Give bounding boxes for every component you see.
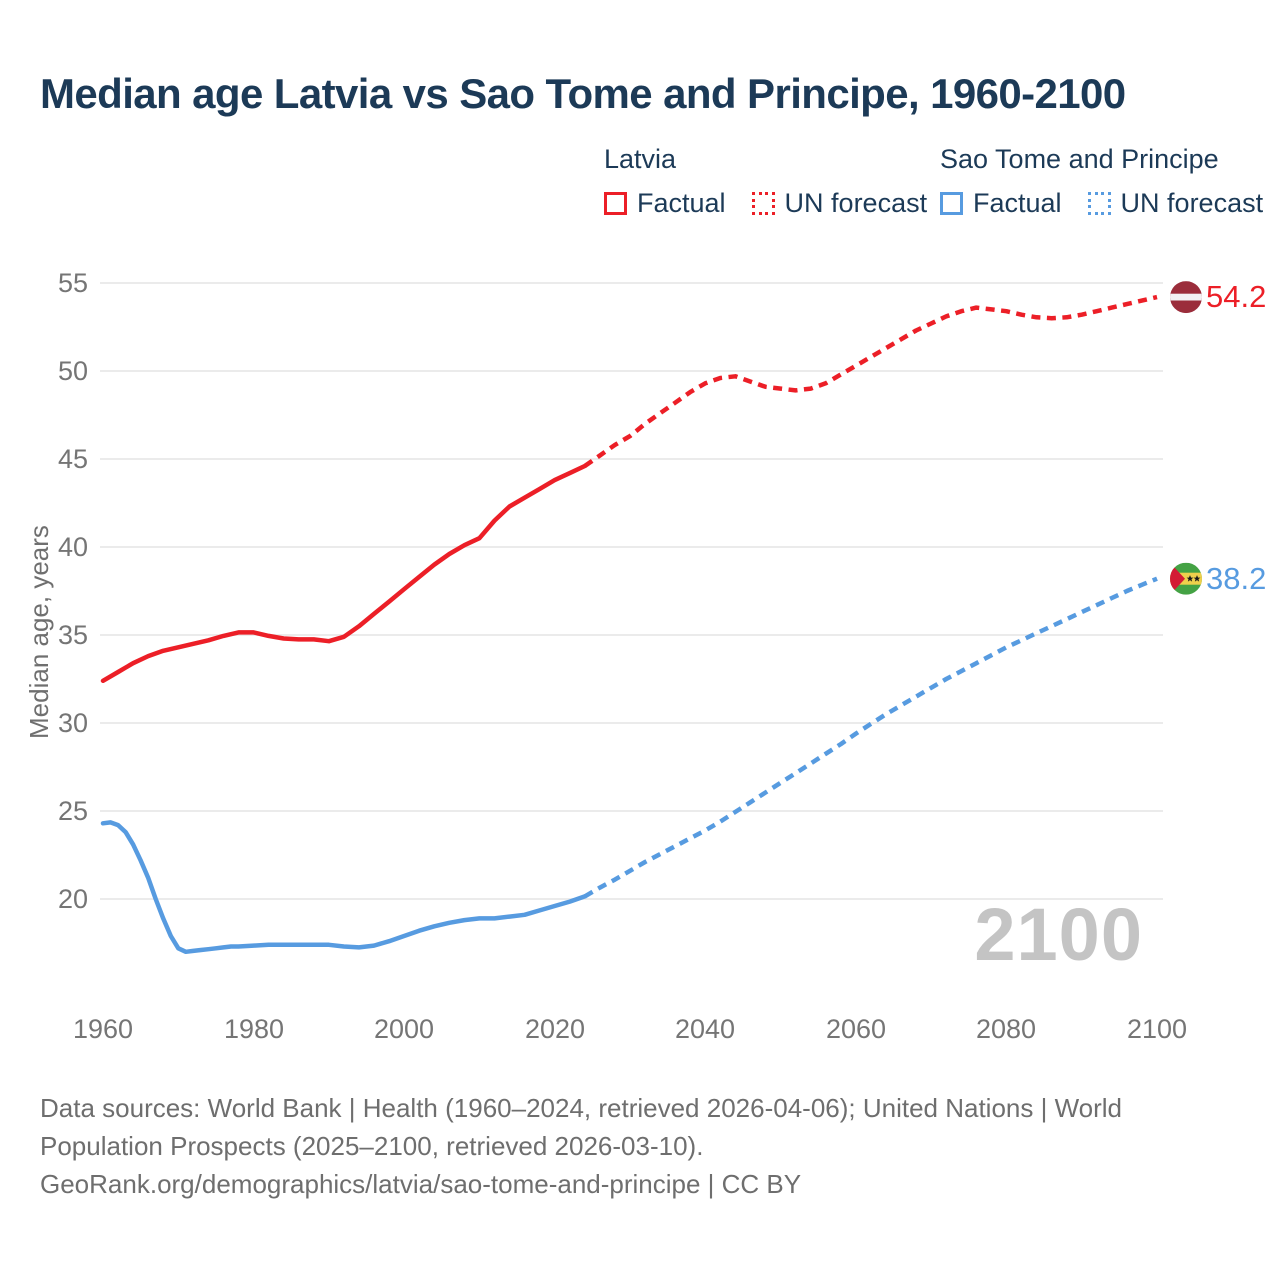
legend-latvia-label: Latvia xyxy=(604,144,677,174)
x-tick-label: 1960 xyxy=(72,1014,134,1044)
watermark-year: 2100 xyxy=(974,893,1143,976)
saotome-forecast-line xyxy=(583,576,1158,899)
x-tick-label: 2100 xyxy=(1126,1014,1188,1044)
legend-sao-tome-factual-label: Factual xyxy=(973,188,1062,218)
saotome-factual-line xyxy=(100,820,588,955)
x-tick-label: 1980 xyxy=(223,1014,285,1044)
y-tick-label: 20 xyxy=(57,884,88,914)
x-tick-label: 2000 xyxy=(373,1014,435,1044)
latvia-end-value-label: 54.2 xyxy=(1206,279,1267,314)
sao-tome-factual-swatch-icon xyxy=(940,192,963,215)
footer-line-1: Data sources: World Bank | Health (1960–… xyxy=(40,1093,1123,1123)
y-tick-label: 25 xyxy=(57,796,88,826)
chart-title: Median age Latvia vs Sao Tome and Princi… xyxy=(40,70,1126,117)
y-tick-label: 50 xyxy=(57,356,88,386)
x-tick-label: 2060 xyxy=(825,1014,887,1044)
legend-latvia-forecast-label: UN forecast xyxy=(784,188,928,218)
legend-group-latvia: Latvia Factual UN forecast xyxy=(604,144,927,219)
latvia-forecast-line xyxy=(583,294,1158,468)
sao-tome-forecast-swatch-icon xyxy=(1087,192,1111,215)
legend-latvia-row: Factual UN forecast xyxy=(604,188,927,219)
legend-sao-tome-row: Factual UN forecast xyxy=(940,188,1263,219)
y-axis-title: Median age, years xyxy=(24,525,54,739)
latvia-factual-swatch-icon xyxy=(604,192,627,215)
x-tick-label: 2040 xyxy=(674,1014,736,1044)
latvia-factual-line xyxy=(100,463,588,684)
y-tick-label: 30 xyxy=(57,708,88,738)
footer-line-2: Population Prospects (2025–2100, retriev… xyxy=(40,1131,704,1161)
sao-tome-end-value-label: 38.2 xyxy=(1206,561,1267,596)
y-tick-label: 40 xyxy=(57,532,88,562)
y-tick-label: 55 xyxy=(57,268,88,298)
legend-group-sao-tome: Sao Tome and Principe Factual UN forecas… xyxy=(940,144,1263,219)
flag-lv-marker xyxy=(1170,281,1202,313)
y-tick-label: 45 xyxy=(57,444,88,474)
legend-sao-tome-forecast-label: UN forecast xyxy=(1120,188,1264,218)
flag-st-marker xyxy=(1170,563,1202,595)
footer-line-3: GeoRank.org/demographics/latvia/sao-tome… xyxy=(40,1169,802,1199)
y-tick-label: 35 xyxy=(57,620,88,650)
x-tick-label: 2020 xyxy=(524,1014,586,1044)
legend-sao-tome-label: Sao Tome and Principe xyxy=(940,144,1219,174)
latvia-forecast-swatch-icon xyxy=(751,192,775,215)
footer-attribution: Data sources: World Bank | Health (1960–… xyxy=(40,1089,1240,1203)
legend-latvia-factual-label: Factual xyxy=(637,188,726,218)
x-tick-label: 2080 xyxy=(975,1014,1037,1044)
